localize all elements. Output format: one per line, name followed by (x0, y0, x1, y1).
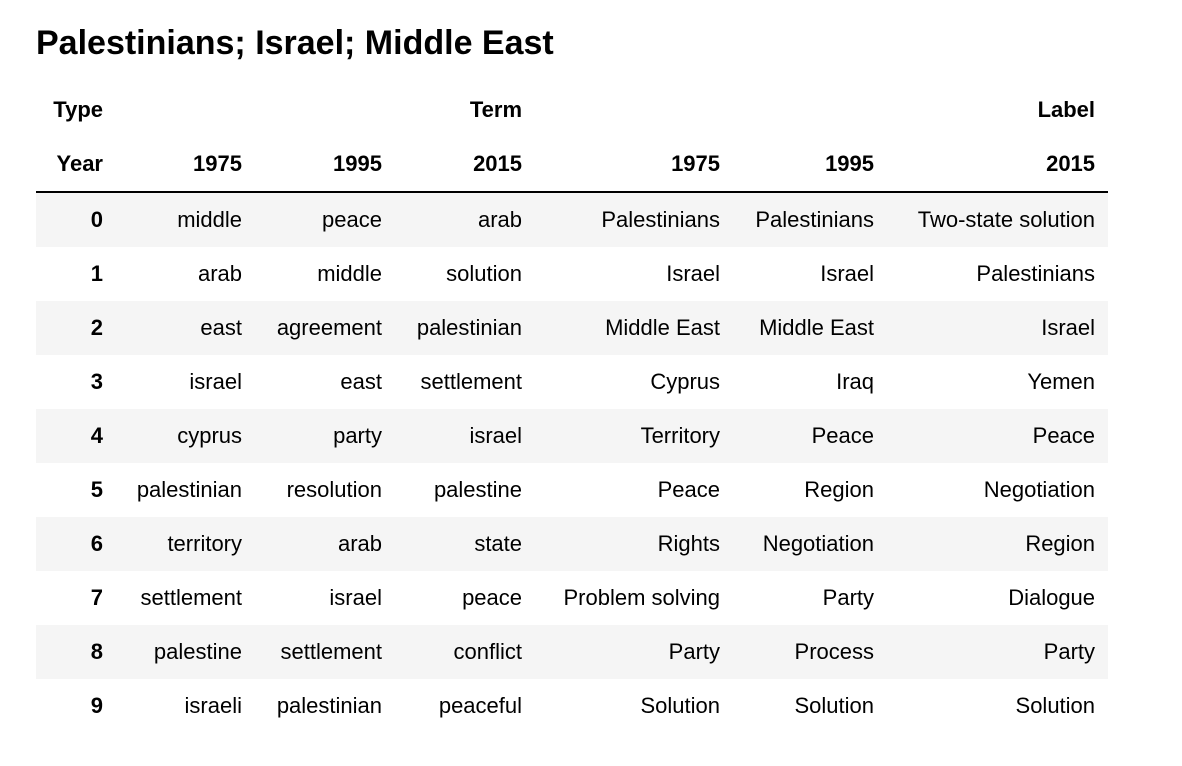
table-cell: party (333, 423, 382, 448)
table-row: 0 middle peace arab Palestinians Palestinians… (36, 192, 1109, 247)
table-cell: arab (337, 531, 382, 556)
header-year-label: Year (36, 137, 116, 193)
table-cell: Iraq (836, 369, 875, 394)
table-cell: Territory (640, 423, 721, 448)
table-body: 0 middle peace arab Palestinians Palestinians… (36, 192, 1109, 733)
header-year-cell: 1995 (733, 137, 888, 193)
table-cell: Negotiation (762, 531, 875, 556)
row-index: 3 (90, 369, 103, 394)
header-row-type: Type Term Label (36, 83, 1108, 137)
table-cell: middle (177, 207, 242, 232)
table-cell: Party (668, 639, 721, 664)
table-cell: Israel (1041, 315, 1096, 340)
table-cell: Party (822, 585, 875, 610)
table-cell: Israel (666, 261, 721, 286)
table-row: 3 israel east settlement Cyprus Iraq Yemen (36, 355, 1109, 409)
header-group-label: Label (1037, 97, 1096, 122)
table-cell: Palestinians (755, 207, 875, 232)
table-cell: Negotiation (983, 477, 1096, 502)
table-cell: palestinian (136, 477, 242, 502)
table-cell: territory (167, 531, 242, 556)
row-index: 8 (90, 639, 103, 664)
header-row-year: Year 1975 1995 2015 1975 1995 2015 (36, 137, 1109, 193)
table-cell: Peace (811, 423, 875, 448)
table-row: 6 territory arab state Rights Negotiation Regi… (36, 517, 1109, 571)
table-cell: Peace (1032, 423, 1096, 448)
table-cell: state (474, 531, 523, 556)
table-row: 4 cyprus party israel Territory Peace Peace (36, 409, 1109, 463)
table-cell: israel (469, 423, 523, 448)
table-cell: israel (189, 369, 242, 394)
table-cell: settlement (280, 639, 383, 664)
row-index: 4 (90, 423, 103, 448)
table-cell: Middle East (605, 315, 721, 340)
header-type-label: Type (53, 97, 103, 122)
table-row: 5 palestinian resolution palestine Peace Regi… (36, 463, 1109, 517)
header-year-cell: 2015 (887, 137, 1109, 193)
table-cell: arab (477, 207, 523, 232)
table-cell: east (340, 369, 382, 394)
table-row: 9 israeli palestinian peaceful Solution Solut… (36, 679, 1109, 733)
table-cell: Solution (794, 693, 875, 718)
table-cell: Cyprus (650, 369, 721, 394)
row-index: 9 (90, 693, 103, 718)
table-cell: cyprus (177, 423, 242, 448)
row-index: 7 (90, 585, 103, 610)
table-cell: settlement (420, 369, 523, 394)
row-index: 1 (90, 261, 103, 286)
table-row: 2 east agreement palestinian Middle East Midd… (36, 301, 1109, 355)
table-cell: palestine (433, 477, 523, 502)
header-year-cell: 1975 (116, 137, 255, 193)
table-cell: Rights (657, 531, 721, 556)
table-row: 1 arab middle solution Israel Israel Palestini… (36, 247, 1109, 301)
table-cell: settlement (140, 585, 243, 610)
table-cell: Peace (657, 477, 721, 502)
table-cell: Yemen (1027, 369, 1096, 394)
row-index: 2 (90, 315, 103, 340)
table-cell: Process (794, 639, 875, 664)
table-cell: palestinian (416, 315, 523, 340)
header-group-term: Term (469, 97, 523, 122)
header-year-cell: 2015 (395, 137, 536, 193)
table-cell: arab (197, 261, 242, 286)
table-cell: Solution (1015, 693, 1096, 718)
table-cell: palestinian (276, 693, 382, 718)
table-cell: Problem solving (563, 585, 721, 610)
table-cell: Solution (640, 693, 721, 718)
table-row: 7 settlement israel peace Problem solving Par… (36, 571, 1109, 625)
row-index: 5 (90, 477, 103, 502)
table-cell: Middle East (759, 315, 875, 340)
header-year-cell: 1995 (255, 137, 395, 193)
table-cell: peace (462, 585, 523, 610)
table-cell: israeli (184, 693, 242, 718)
table-cell: agreement (276, 315, 382, 340)
table-cell: Dialogue (1008, 585, 1096, 610)
table-cell: Region (804, 477, 875, 502)
table-cell: resolution (286, 477, 382, 502)
table-row: 8 palestine settlement conflict Party Process… (36, 625, 1109, 679)
table-cell: peace (322, 207, 382, 232)
table-cell: solution (446, 261, 523, 286)
table-cell: Party (1043, 639, 1096, 664)
row-index: 0 (90, 207, 103, 232)
table-cell: Israel (820, 261, 875, 286)
data-table: Type Term Label Year 1975 1995 2015 1975… (36, 83, 1109, 733)
table-cell: Region (1025, 531, 1096, 556)
table-cell: Palestinians (976, 261, 1096, 286)
row-index: 6 (90, 531, 103, 556)
table-cell: israel (329, 585, 382, 610)
table-cell: palestine (153, 639, 242, 664)
table-cell: Palestinians (601, 207, 721, 232)
table-cell: middle (317, 261, 382, 286)
table-cell: east (200, 315, 242, 340)
table-cell: peaceful (438, 693, 523, 718)
table-cell: conflict (453, 639, 523, 664)
header-year-cell: 1975 (535, 137, 734, 193)
page-title: Palestinians; Israel; Middle East (36, 24, 554, 62)
table-cell: Two-state solution (917, 207, 1096, 232)
